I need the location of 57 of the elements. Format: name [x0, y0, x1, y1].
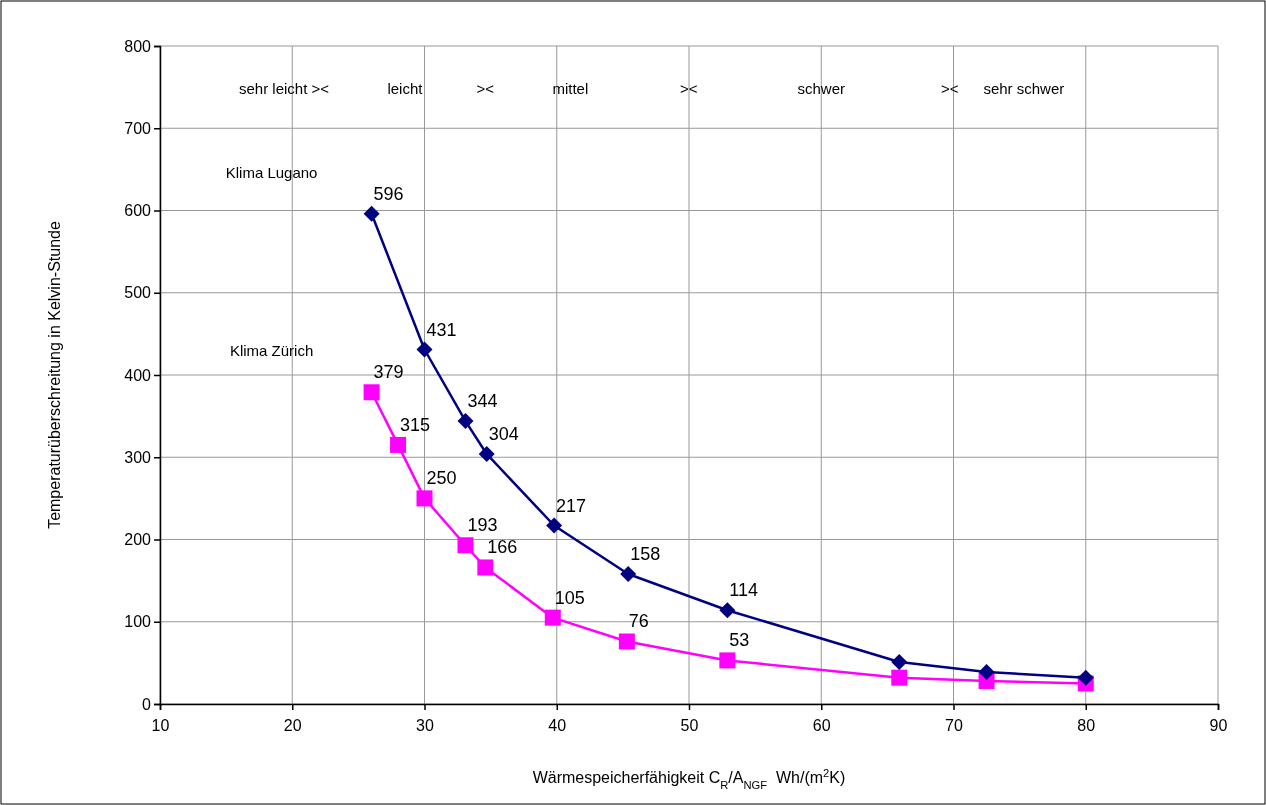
data-label: 193 [467, 515, 498, 536]
data-label: 250 [426, 468, 457, 489]
x-tick-label: 20 [283, 716, 302, 734]
point [719, 652, 736, 669]
point [416, 490, 433, 507]
point [1077, 669, 1094, 686]
x-axis-title: Wärmespeicherfähigkeit C$_{R}$/A$_{NGF}$ Wh/(m$^{2}$K) [532, 767, 846, 791]
data-label: 76 [628, 611, 649, 632]
data-label: 379 [373, 362, 404, 383]
point [457, 537, 474, 554]
y-tick-label: 600 [124, 202, 152, 220]
point [891, 654, 908, 671]
y-axis-title: Temperaturüberschreitung in Kelvin-Stunde [46, 221, 63, 529]
y-tick-label: 400 [124, 366, 152, 384]
point [891, 669, 908, 686]
y-tick-label: 300 [124, 448, 152, 466]
data-label: 53 [729, 630, 750, 651]
point [546, 517, 563, 534]
data-label: 105 [554, 587, 585, 608]
x-tick-label: 80 [1077, 716, 1096, 734]
point [390, 436, 407, 453]
y-tick-label: 500 [124, 284, 152, 302]
y-tick-label: 700 [124, 119, 152, 137]
annotation: Klima Zürich [229, 342, 314, 360]
data-label: 217 [556, 495, 587, 516]
annotation: Klima Lugano [225, 163, 318, 181]
y-tick-label: 200 [124, 531, 152, 549]
x-tick-label: 70 [945, 716, 963, 734]
x-tick-label: 30 [416, 716, 434, 734]
point [478, 445, 495, 462]
y-tick-label: 800 [124, 37, 152, 55]
x-tick-label: 60 [812, 716, 831, 734]
y-tick-label: 0 [142, 695, 152, 713]
point [416, 341, 433, 358]
data-label: 304 [488, 423, 519, 444]
point [719, 602, 736, 619]
data-label: 166 [487, 537, 518, 558]
point [978, 663, 995, 680]
point [620, 566, 637, 583]
x-tick-label: 50 [680, 716, 699, 734]
data-label: 344 [467, 391, 498, 412]
point [363, 205, 380, 222]
data-label: 315 [400, 414, 431, 435]
annotation: sehr leicht >< leicht >< mittel >< schwer >< sehr schwer [239, 80, 1065, 97]
point [544, 609, 561, 626]
point [363, 384, 380, 401]
x-tick-label: 40 [548, 716, 567, 734]
x-tick-label: 90 [1209, 716, 1228, 734]
point [618, 633, 635, 650]
data-label: 431 [426, 319, 457, 340]
data-label: 596 [373, 183, 404, 204]
point [457, 413, 474, 430]
point [477, 559, 494, 576]
x-tick-label: 10 [151, 716, 170, 734]
y-tick-label: 100 [124, 613, 152, 631]
data-label: 158 [630, 544, 661, 565]
data-label: 114 [729, 580, 759, 601]
